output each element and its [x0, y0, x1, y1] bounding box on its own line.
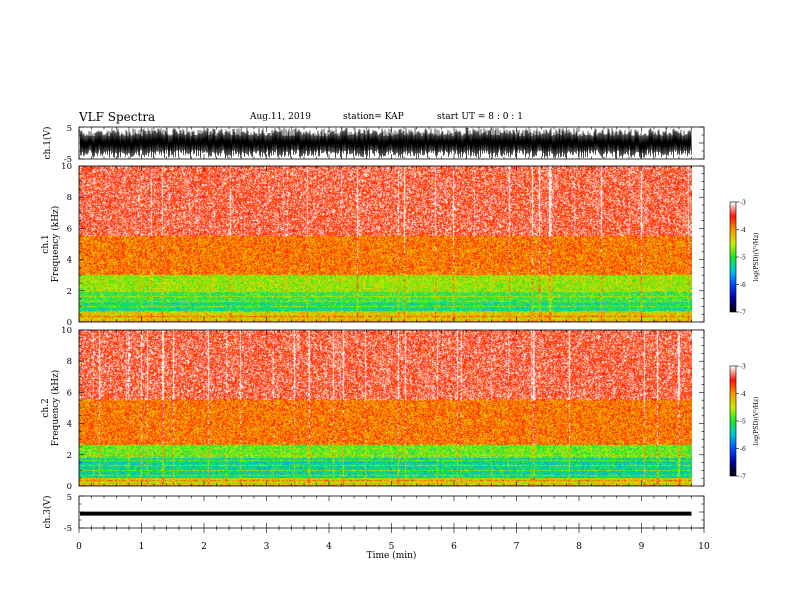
colorbar-tick-label: -5 — [740, 419, 746, 426]
x-tick-label: 1 — [139, 542, 145, 552]
y-axis-label: ch.3(V) — [42, 496, 53, 529]
y-tick-label: 4 — [67, 420, 72, 430]
start-time-label: start UT = 8 : 0 : 1 — [437, 112, 523, 122]
spectrogram-images — [79, 166, 736, 486]
x-tick-label: 10 — [698, 542, 710, 552]
spectrogram-ch2-spectrogram — [79, 330, 692, 486]
y-tick-label: 0 — [67, 318, 72, 328]
y-tick-label: 8 — [67, 193, 72, 203]
x-tick-label: 2 — [201, 542, 207, 552]
colorbar-tick-label: -3 — [740, 364, 746, 371]
colorbar-tick-label: -5 — [740, 255, 746, 262]
station-label: station= KAP — [343, 112, 404, 122]
y-tick-label: 2 — [67, 287, 72, 297]
y-tick-label: 10 — [61, 162, 72, 172]
y-tick-label: 2 — [67, 451, 72, 461]
axes — [78, 126, 739, 533]
colorbar-tick-label: -7 — [740, 474, 746, 481]
colorbar-tick-label: -6 — [740, 282, 746, 289]
chart-title: VLF Spectra — [79, 110, 156, 124]
colorbar-label: log(PSD)(V²/Hz) — [753, 233, 760, 282]
colorbar-tick-label: -4 — [740, 227, 746, 234]
y-tick-label: 5 — [67, 493, 72, 503]
x-tick-label: 7 — [514, 542, 520, 552]
y-tick-label: 8 — [67, 357, 72, 367]
colorbar-ch1-spectrogram — [730, 202, 736, 312]
x-tick-label: 4 — [326, 542, 332, 552]
colorbar-tick-label: -4 — [740, 391, 746, 398]
spectrogram-ch1-spectrogram — [79, 166, 692, 322]
x-tick-label: 8 — [576, 542, 582, 552]
colorbar-tick-label: -3 — [740, 200, 746, 207]
y-tick-label: 6 — [67, 388, 72, 398]
x-tick-label: 9 — [639, 542, 645, 552]
x-tick-label: 3 — [264, 542, 270, 552]
y-tick-label: -5 — [64, 155, 72, 165]
colorbar-ch2-spectrogram — [730, 366, 736, 476]
y-tick-label: 0 — [67, 482, 72, 492]
ch1-voltage-trace — [79, 127, 692, 159]
data-traces — [79, 127, 692, 516]
colorbar-tick-label: -7 — [740, 310, 746, 317]
panel-channel-label: ch.1 — [41, 234, 51, 253]
x-tick-label: 5 — [389, 542, 395, 552]
colorbar-label: log(PSD)(V²/Hz) — [753, 397, 760, 446]
panel-channel-label: ch.2 — [41, 398, 51, 417]
x-tick-label: 6 — [451, 542, 457, 552]
colorbar-tick-label: -6 — [740, 446, 746, 453]
y-axis-label: Frequency (kHz) — [50, 206, 61, 283]
y-tick-label: 4 — [67, 256, 72, 266]
y-tick-label: 5 — [67, 124, 72, 134]
y-tick-label: -5 — [64, 524, 72, 534]
y-axis-label: Frequency (kHz) — [50, 370, 61, 447]
x-axis-label: Time (min) — [367, 550, 417, 561]
x-tick-label: 0 — [76, 542, 82, 552]
y-axis-label: ch.1(V) — [42, 127, 53, 160]
y-tick-label: 10 — [61, 326, 72, 336]
y-tick-label: 6 — [67, 224, 72, 234]
date-label: Aug.11, 2019 — [250, 112, 311, 122]
